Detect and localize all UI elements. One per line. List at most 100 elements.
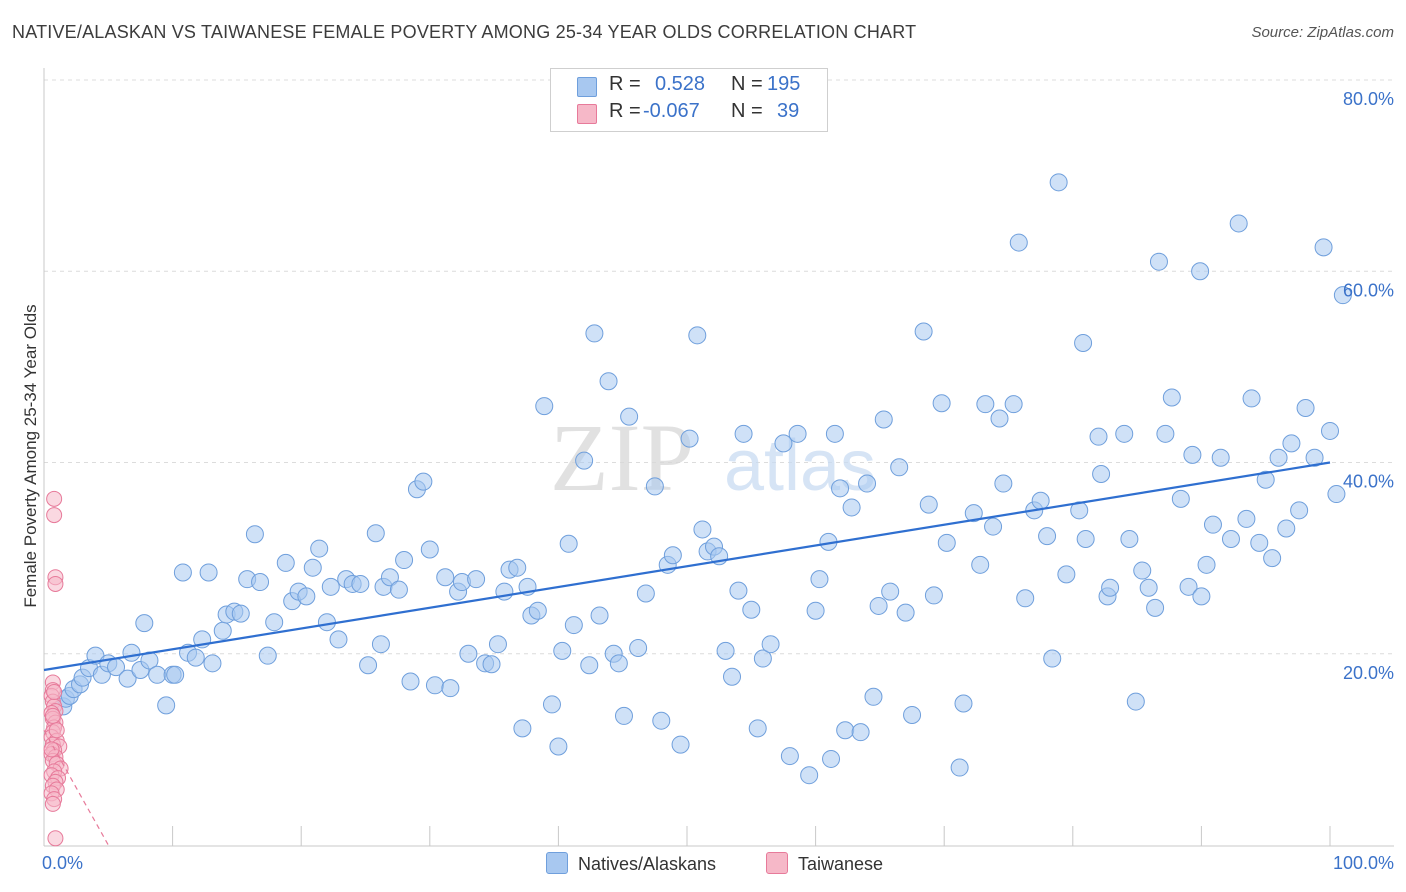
point-natives (1179, 577, 1198, 596)
point-natives (1327, 485, 1346, 504)
point-natives (482, 655, 501, 674)
point-natives (1192, 587, 1211, 606)
point-natives (806, 601, 825, 620)
point-natives (663, 546, 682, 565)
point-natives (990, 409, 1009, 428)
data-points (43, 173, 1352, 847)
point-natives (680, 429, 699, 448)
point-natives (118, 669, 137, 688)
point-natives (459, 644, 478, 663)
point-natives (173, 563, 192, 582)
point-natives (441, 679, 460, 698)
swatch-natives (577, 77, 597, 97)
point-natives (761, 635, 780, 654)
point-natives (1263, 549, 1282, 568)
point-natives (508, 558, 527, 577)
y-tick-label: 60.0% (1343, 280, 1394, 300)
point-natives (371, 635, 390, 654)
point-natives (213, 621, 232, 640)
point-natives (1076, 530, 1095, 548)
point-natives (1296, 398, 1315, 417)
point-natives (329, 630, 348, 649)
point-natives (716, 641, 735, 660)
point-natives (513, 719, 532, 738)
y-tick-label: 20.0% (1343, 663, 1394, 683)
point-natives (549, 737, 568, 756)
legend-item-taiwanese: Taiwanese (766, 852, 883, 875)
point-natives (688, 326, 707, 345)
point-taiwanese (48, 722, 65, 739)
y-axis-label: Female Poverty Among 25-34 Year Olds (21, 304, 40, 607)
point-natives (585, 324, 604, 343)
point-natives (420, 540, 439, 559)
point-natives (937, 533, 956, 552)
point-natives (1038, 527, 1057, 546)
point-natives (148, 665, 167, 684)
point-natives (1211, 448, 1230, 467)
point-natives (1156, 424, 1175, 443)
point-natives (321, 577, 340, 596)
point-natives (135, 614, 154, 633)
point-natives (1242, 389, 1261, 408)
point-natives (919, 495, 938, 514)
point-natives (774, 434, 793, 453)
stats-row-taiwanese: R = -0.067 N = 39 (551, 100, 827, 126)
watermark: ZIP atlas (550, 404, 876, 511)
legend-swatch-natives (546, 852, 568, 874)
point-natives (317, 613, 336, 632)
point-natives (1133, 561, 1152, 580)
point-natives (575, 451, 594, 470)
point-natives (297, 587, 316, 606)
point-natives (245, 525, 264, 544)
point-natives (1070, 501, 1089, 520)
x-tick-label-min: 0.0% (42, 853, 83, 873)
point-taiwanese (46, 490, 63, 507)
point-natives (869, 596, 888, 615)
point-natives (810, 570, 829, 589)
point-natives (723, 667, 742, 686)
point-natives (1191, 262, 1210, 281)
point-natives (881, 582, 900, 601)
point-natives (1126, 692, 1145, 711)
point-natives (1120, 530, 1139, 548)
point-natives (528, 601, 547, 620)
point-natives (580, 656, 599, 675)
y-tick-label: 40.0% (1343, 472, 1394, 492)
point-natives (822, 749, 841, 768)
point-natives (620, 407, 639, 426)
point-taiwanese (43, 741, 60, 758)
point-natives (1237, 509, 1256, 528)
point-natives (851, 723, 870, 742)
point-natives (535, 397, 554, 416)
point-natives (825, 424, 844, 443)
swatch-taiwanese (577, 104, 597, 124)
r-label: R = (609, 100, 641, 122)
point-natives (1314, 238, 1333, 257)
axes (43, 68, 1394, 847)
point-natives (1031, 491, 1050, 510)
point-natives (629, 639, 648, 658)
legend-swatch-taiwanese (766, 852, 788, 874)
point-natives (954, 694, 973, 713)
point-natives (753, 649, 772, 668)
point-natives (1203, 515, 1222, 534)
point-natives (436, 568, 455, 587)
point-natives (748, 719, 767, 738)
point-taiwanese (47, 575, 64, 592)
legend-item-natives: Natives/Alaskans (546, 852, 716, 875)
point-natives (231, 604, 250, 623)
point-natives (1092, 464, 1111, 483)
point-natives (265, 613, 284, 632)
point-natives (729, 581, 748, 600)
point-natives (599, 372, 618, 391)
point-natives (203, 654, 222, 673)
point-natives (303, 558, 322, 577)
point-taiwanese (44, 795, 61, 812)
point-natives (1146, 598, 1165, 617)
point-natives (564, 616, 583, 635)
point-natives (1162, 388, 1181, 407)
point-natives (122, 643, 141, 662)
point-taiwanese (44, 707, 61, 724)
point-natives (1089, 427, 1108, 446)
